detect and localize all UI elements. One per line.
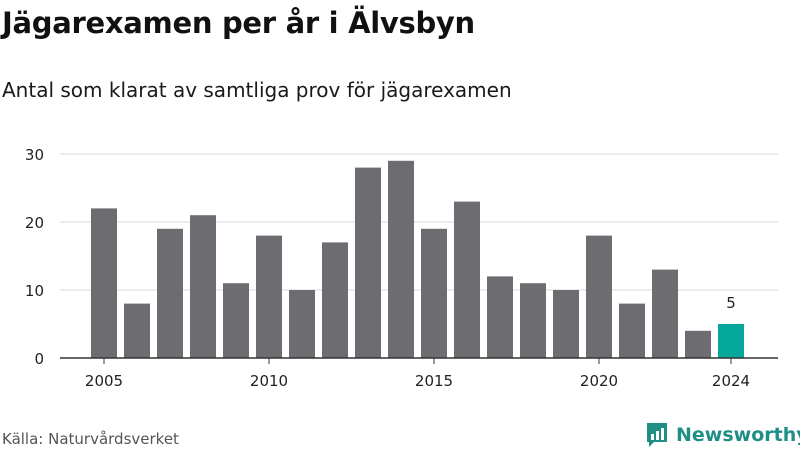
data-label-2024: 5 — [726, 294, 736, 312]
y-tick-label: 0 — [34, 350, 44, 368]
bar-2013 — [355, 167, 381, 358]
y-tick-label: 20 — [25, 214, 44, 232]
source-note: Källa: Naturvårdsverket — [2, 430, 179, 448]
chart-title: Jägarexamen per år i Älvsbyn — [2, 6, 475, 40]
x-tick-label: 2024 — [712, 372, 750, 390]
bar-2009 — [223, 283, 249, 358]
bar-chart: 5 0 10 20 30 2005 2010 2015 2020 2024 — [25, 146, 778, 390]
bar-2017 — [487, 276, 513, 358]
y-tick-labels: 0 10 20 30 — [25, 146, 44, 368]
bar-2019 — [553, 290, 579, 358]
x-tick-label: 2015 — [415, 372, 453, 390]
bar-2024 — [718, 324, 744, 358]
bar-2011 — [289, 290, 315, 358]
bar-2012 — [322, 242, 348, 358]
x-tick-label: 2020 — [580, 372, 618, 390]
newsworthy-logo[interactable]: Newsworthy — [645, 420, 800, 450]
bar-2015 — [421, 228, 447, 358]
x-tick-label: 2005 — [85, 372, 123, 390]
bar-2023 — [685, 330, 711, 358]
chart-subtitle: Antal som klarat av samtliga prov för jä… — [2, 78, 512, 102]
brand-name: Newsworthy — [676, 424, 800, 446]
bar-2020 — [586, 235, 612, 358]
y-tick-label: 10 — [25, 282, 44, 300]
bar-2022 — [652, 269, 678, 358]
bar-2007 — [157, 228, 183, 358]
bar-2008 — [190, 215, 216, 358]
bar-2006 — [124, 303, 150, 358]
data-labels: 5 — [726, 294, 736, 312]
x-tick-labels: 2005 2010 2015 2020 2024 — [85, 358, 750, 390]
bar-2021 — [619, 303, 645, 358]
bar-2005 — [91, 208, 117, 358]
bar-2014 — [388, 160, 414, 358]
bars — [91, 160, 744, 358]
newsworthy-logo-icon — [647, 423, 667, 447]
x-tick-label: 2010 — [250, 372, 288, 390]
y-tick-label: 30 — [25, 146, 44, 164]
bar-2010 — [256, 235, 282, 358]
bar-2018 — [520, 283, 546, 358]
bar-2016 — [454, 201, 480, 358]
